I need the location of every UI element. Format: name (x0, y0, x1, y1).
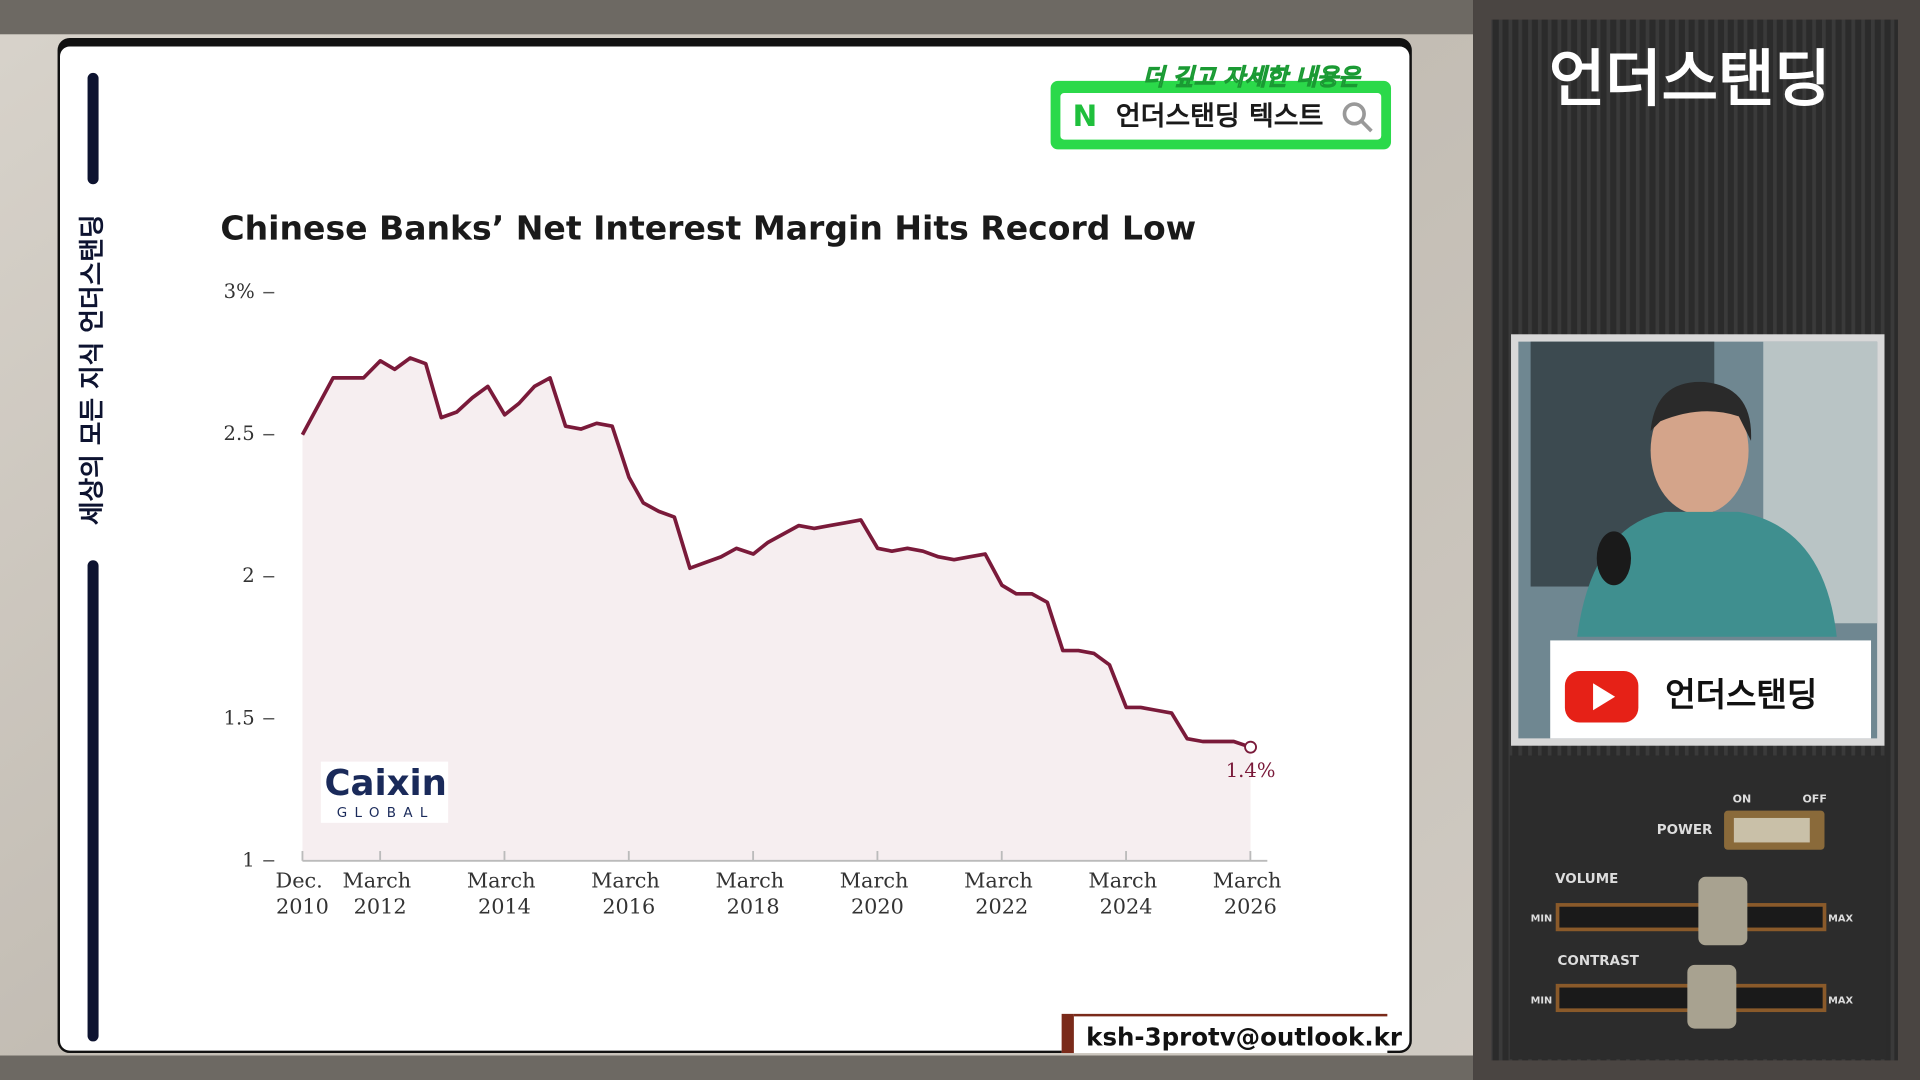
person-shirt (1577, 511, 1837, 637)
y-tick-label: 2 (242, 564, 254, 587)
area (302, 357, 1251, 861)
channel-title: 언더스탠딩 (1549, 44, 1831, 115)
yt-label: 언더스탠딩 (1665, 675, 1817, 714)
console-label: POWER (1657, 823, 1713, 838)
line (300, 356, 1252, 749)
person-hair (1650, 381, 1752, 441)
y-tick-label: 2.5 (224, 422, 255, 445)
console-label: ON (1733, 793, 1752, 806)
banner-text: 언더스탠딩 텍스트 (1116, 101, 1324, 132)
banner-inner (1060, 93, 1382, 140)
search-icon (1360, 119, 1373, 133)
frame-top (0, 0, 1474, 35)
yt-play (1593, 683, 1616, 711)
x-tick-label: March 2012 (342, 868, 417, 918)
console-label: MIN (1531, 913, 1553, 924)
chart-title: Chinese Banks’ Net Interest Margin Hits … (220, 209, 1196, 248)
data-label: 1.4% (1226, 759, 1276, 782)
x-tick-label: March 2020 (840, 868, 915, 918)
x-tick-label: March 2014 (467, 868, 542, 918)
power-toggle[interactable] (1733, 817, 1810, 843)
search-icon (1342, 102, 1366, 126)
microphone (1596, 531, 1632, 586)
x-tick-label: March 2024 (1088, 868, 1163, 918)
logo-sub: GLOBAL (337, 806, 435, 821)
end-marker (1244, 740, 1257, 754)
volume-slot (1555, 903, 1827, 932)
email: ksh-3protv@outlook.kr (1086, 1022, 1402, 1051)
x-tick-label: March 2016 (591, 868, 666, 918)
console-label: MIN (1531, 995, 1553, 1006)
banner-top: 더 깊고 자세한 내용은 (1143, 64, 1361, 91)
x-tick-label: March 2026 (1213, 868, 1288, 918)
person-face (1650, 386, 1749, 515)
console-label: MAX (1828, 913, 1853, 924)
x-tick-label: March 2022 (964, 868, 1039, 918)
x-tick-label: Dec. 2010 (276, 868, 330, 918)
contrast-knob[interactable] (1687, 964, 1737, 1029)
volume-knob[interactable] (1698, 876, 1748, 946)
y-tick-label: 1 (242, 848, 254, 871)
y-tick-label: 1.5 (224, 706, 255, 729)
side-label: 세상의 모든 지식 언더스탠딩 (78, 214, 108, 525)
frame-bottom (0, 1055, 1474, 1080)
logo-box (320, 761, 449, 823)
console-label: VOLUME (1555, 872, 1618, 887)
email-box (1061, 1013, 1388, 1054)
console-label: OFF (1802, 793, 1826, 806)
console-label: MAX (1828, 995, 1853, 1006)
console-label: CONTRAST (1558, 954, 1640, 969)
y-tick-label: 3% (224, 280, 255, 303)
email-accent (1061, 1013, 1074, 1054)
banner-badge: N (1073, 99, 1098, 133)
x-tick-label: March 2018 (715, 868, 790, 918)
logo: Caixin (324, 763, 447, 804)
